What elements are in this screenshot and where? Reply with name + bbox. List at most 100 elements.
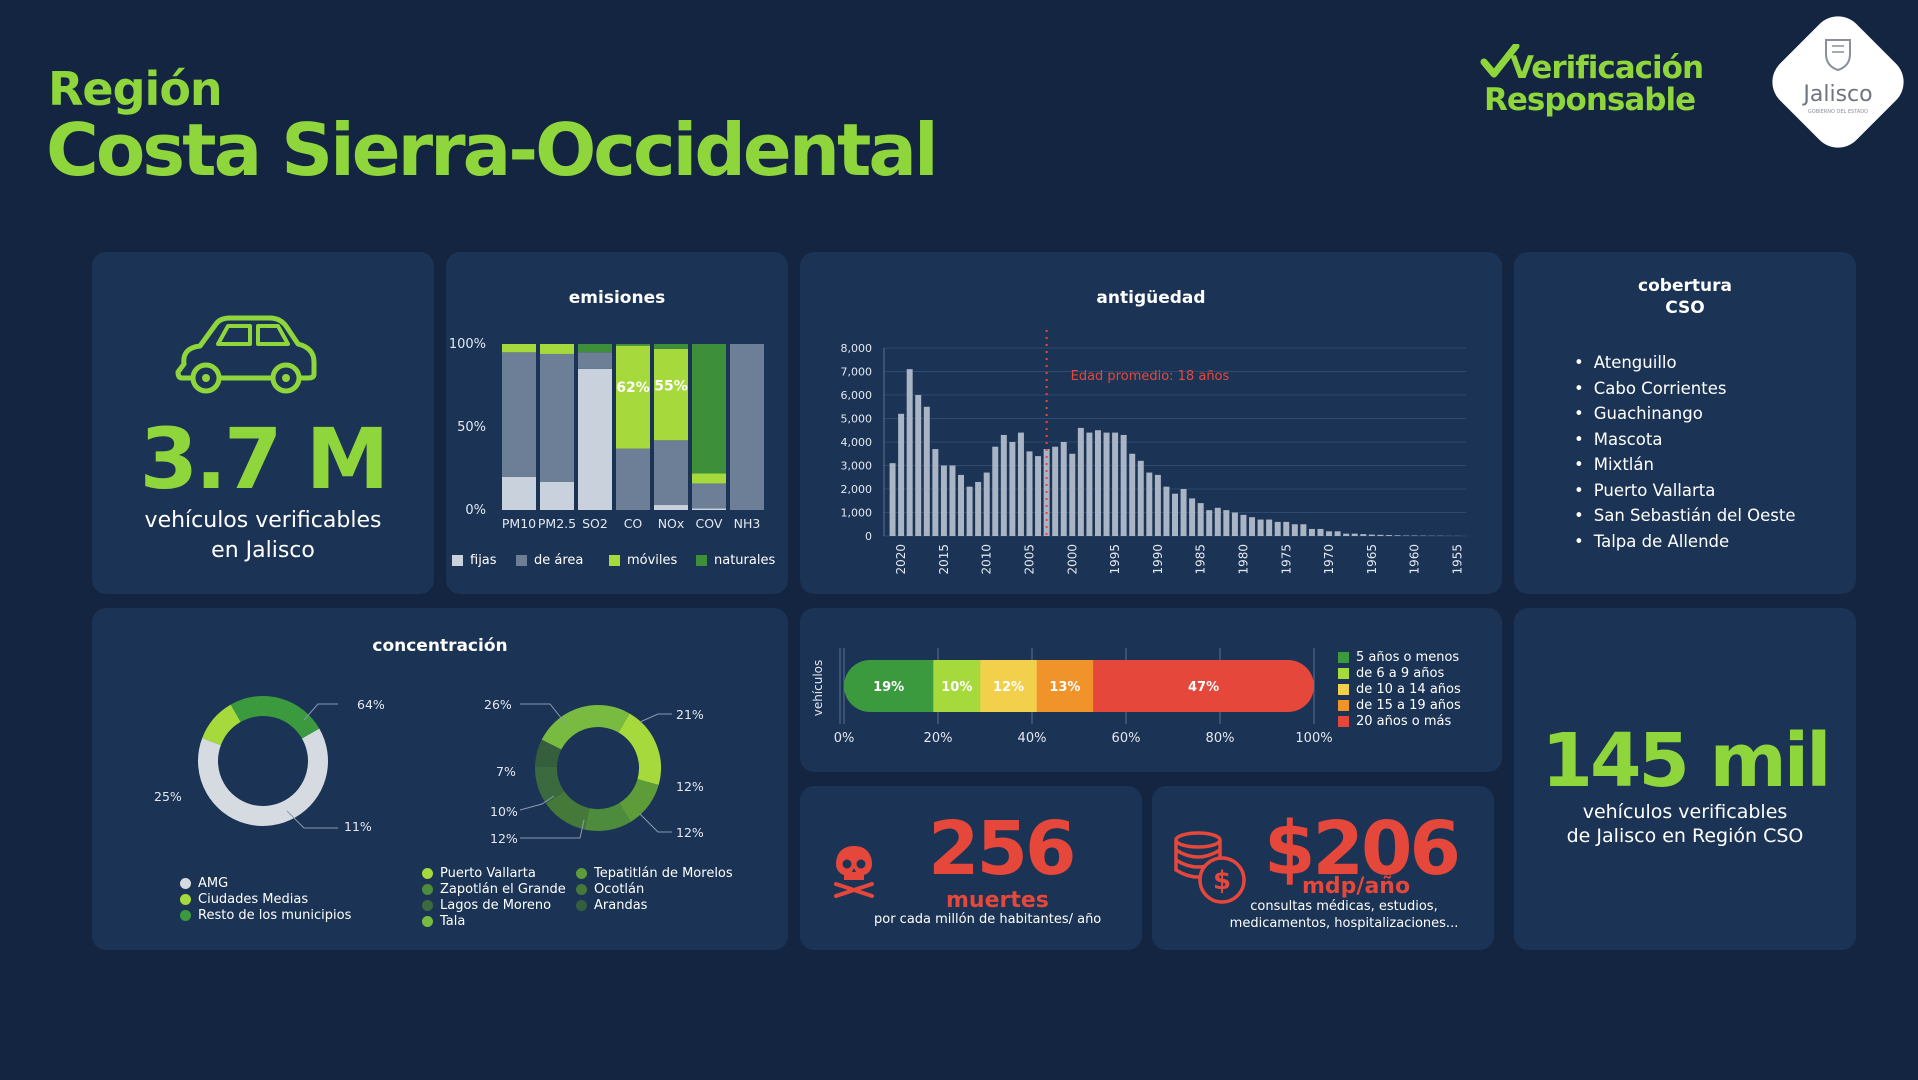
bar-segment [692, 344, 726, 474]
legend-fijas: fijas [452, 553, 497, 568]
percent-label: 10% [490, 804, 518, 819]
bar [932, 449, 939, 536]
bar-segment [654, 348, 688, 441]
bar-segment [540, 481, 574, 510]
bar [915, 395, 922, 536]
y-tick-label: 3,000 [841, 460, 873, 473]
bar [898, 413, 905, 536]
coins-money-icon: $ [1174, 831, 1246, 904]
bar [975, 481, 982, 536]
legend-15-19-anos: de 15 a 19 años [1338, 698, 1461, 713]
car-icon [175, 315, 317, 394]
bar [1231, 512, 1238, 536]
donut-slice [535, 705, 661, 831]
cobertura-card: cobertura CSO Atenguillo Cabo Corrientes… [1514, 252, 1856, 594]
jalisco-badge: Jalisco GOBIERNO DEL ESTADO [1760, 2, 1916, 162]
x-tick-label: PM10 [502, 516, 536, 531]
bar [1000, 434, 1007, 536]
svg-text:$: $ [1213, 866, 1231, 896]
region-label: Región [48, 62, 223, 116]
bar [1129, 453, 1136, 536]
x-tick-label: 1965 [1365, 544, 1379, 575]
emisiones-chart: 0% 50% 100% PM10 PM2.5 SO2 CO NOx COV NH3 62% 55% [449, 337, 764, 531]
legend-10-14-anos: de 10 a 14 años [1338, 682, 1461, 697]
bar [1112, 432, 1119, 536]
bar [1368, 534, 1375, 536]
bar [1240, 514, 1247, 536]
bar-segment [692, 473, 726, 484]
bar-segment [654, 440, 688, 506]
x-tick-label: NH3 [734, 516, 761, 531]
municipality-list: Atenguillo Cabo Corrientes Guachinango M… [1574, 350, 1796, 554]
bar [1360, 534, 1367, 536]
bar-segment [578, 344, 612, 353]
cobertura-title-2: CSO [1665, 298, 1705, 318]
data-label: 10% [941, 680, 972, 695]
legend-puerto-vallarta: Puerto Vallarta [422, 866, 536, 881]
bar-segment [730, 344, 764, 510]
bar [1094, 430, 1101, 536]
bar [958, 474, 965, 536]
concentracion-card: concentración 64% 11% 25% 26% 21% 7% 12% 10% 12%… [92, 608, 788, 950]
costs-caption-2: medicamentos, hospitalizaciones... [1229, 916, 1459, 931]
list-item: Mixtlán [1574, 452, 1796, 478]
bar-segment [654, 344, 688, 349]
percent-label: 11% [344, 819, 372, 834]
average-age-label: Edad promedio: 18 años [1071, 369, 1230, 384]
bar [1351, 533, 1358, 536]
bar [1249, 517, 1256, 536]
bar [1017, 432, 1024, 536]
bar [1069, 453, 1076, 536]
bar-segment [616, 344, 650, 346]
bar-segment [692, 508, 726, 510]
costs-value: $206 [1264, 806, 1461, 892]
region-vehicles-value: 145 mil [1541, 718, 1831, 804]
bar-segment [578, 352, 612, 369]
bar-segment [692, 483, 726, 509]
skull-crossbones-icon [834, 846, 874, 898]
bar-segment [540, 344, 574, 354]
x-tick-label: 80% [1206, 731, 1235, 746]
bar [1308, 528, 1315, 536]
list-item: Puerto Vallarta [1574, 478, 1796, 504]
bar [1035, 456, 1042, 536]
bar [1103, 432, 1110, 536]
bar-segment [616, 345, 650, 449]
list-item: Talpa de Allende [1574, 529, 1796, 555]
x-tick-label: 1975 [1279, 544, 1293, 575]
data-label: 55% [654, 379, 688, 395]
legend-zapotlan: Zapotlán el Grande [422, 882, 566, 897]
leader-line [520, 703, 567, 725]
leader-line [639, 713, 672, 723]
bar [1257, 519, 1264, 536]
legend-tala: Tala [422, 914, 465, 929]
y-tick-label: 0 [865, 530, 872, 543]
y-tick-label: 2,000 [841, 483, 873, 496]
list-item: Mascota [1574, 427, 1796, 453]
bar [1206, 510, 1213, 536]
legend-amg: AMG [180, 876, 228, 891]
vehicles-caption-1: vehículos verificables [144, 508, 382, 533]
bar [1163, 486, 1170, 536]
bar [1214, 507, 1221, 536]
badge-subtext: GOBIERNO DEL ESTADO [1807, 109, 1869, 115]
bar [1291, 524, 1298, 536]
x-tick-label: 1980 [1236, 544, 1250, 575]
x-tick-label: 1985 [1194, 544, 1208, 575]
antiguedad-title: antigüedad [1096, 288, 1206, 308]
legend-ocotlan: Ocotlán [576, 882, 644, 897]
y-tick-label: 4,000 [841, 436, 873, 449]
bar [923, 406, 930, 536]
checkmark-icon [1480, 44, 1520, 78]
bar [1120, 434, 1127, 536]
percent-label: 21% [676, 707, 704, 722]
cobertura-title-1: cobertura [1638, 276, 1732, 296]
x-tick-label: SO2 [582, 516, 608, 531]
bar-segment [933, 660, 981, 712]
bar [1189, 498, 1196, 536]
bar [1274, 521, 1281, 536]
legend-moviles: móviles [609, 553, 677, 568]
emisiones-card: emisiones 0% 50% 100% PM10 PM2.5 SO2 CO NOx COV N… [446, 252, 788, 594]
bar [1197, 503, 1204, 536]
data-label: 13% [1049, 680, 1080, 695]
